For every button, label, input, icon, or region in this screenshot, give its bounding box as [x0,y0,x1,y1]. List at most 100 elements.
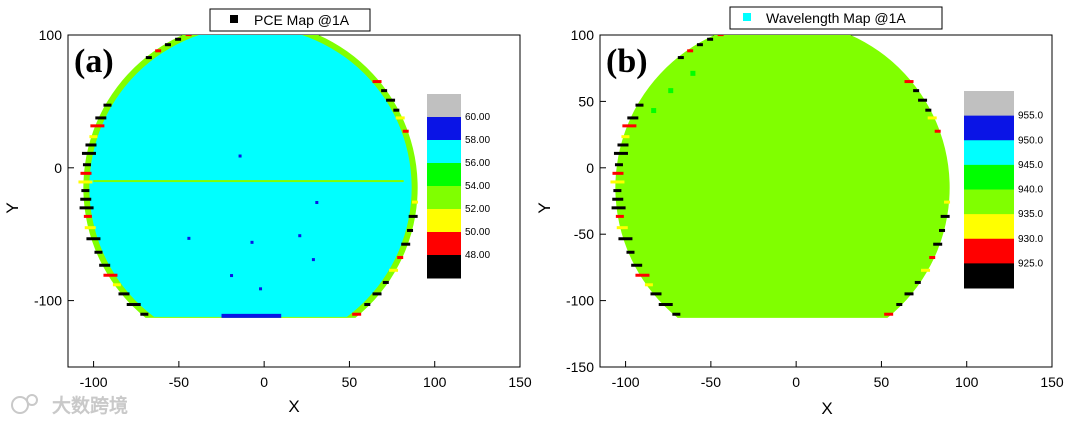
rim-pixel [668,88,674,94]
rim-pixel [914,280,921,284]
colorbar-segment [427,94,461,118]
rim-pixel [644,283,653,287]
rim-pixel [650,292,662,296]
watermark-logo-dot-icon [26,394,38,406]
x-tick-label: 100 [955,374,979,390]
rim-pixel [933,242,943,246]
x-tick-label: 150 [1040,374,1064,390]
rim-pixel [145,56,152,60]
rim-pixel [364,303,371,307]
colorbar-label: 945.0 [1018,160,1043,171]
rim-pixel [690,70,696,76]
rim-pixel [929,256,936,260]
rim-pixel [175,37,182,41]
legend-marker [230,15,238,23]
rim-pixel [407,228,414,232]
rim-pixel [944,200,951,204]
colorbar-segment [427,163,461,187]
colorbar-label: 930.0 [1018,234,1043,245]
rim-pixel [615,214,624,218]
colorbar-label: 60.00 [465,112,490,123]
rim-pixel [612,197,624,201]
watermark: 大数跨境 [11,394,128,417]
colorbar-label: 935.0 [1018,209,1043,220]
rim-pixel [611,206,626,210]
colorbar-segment [964,214,1014,240]
legend-marker [743,13,751,21]
x-tick-label: -100 [612,374,640,390]
x-tick-label: 0 [260,374,268,390]
colorbar-segment [964,140,1014,166]
colorbar-segment [964,115,1014,141]
x-axis-title: X [288,397,299,416]
rim-pixel [80,197,92,201]
colorbar-label: 58.00 [465,135,490,146]
rim-pixel [884,312,894,316]
y-tick-label: -100 [34,293,62,309]
rim-pixel [381,89,388,93]
rim-pixel [90,124,105,128]
watermark-logo-icon [11,396,29,414]
rim-pixel [155,49,162,53]
rim-pixel [103,273,118,277]
outlier-pixel [250,240,254,244]
rim-pixel [382,280,389,284]
rim-pixel [126,303,141,307]
x-axis-title: X [821,399,832,418]
rim-pixel [677,56,684,60]
colorbar-label: 50.00 [465,227,490,238]
colorbar-label: 925.0 [1018,258,1043,269]
rim-pixel [85,143,97,147]
outlier-pixel [187,236,191,240]
rim-pixel [717,35,724,37]
rim-pixel [918,98,928,102]
rim-pixel [196,29,202,32]
colorbar-label: 955.0 [1018,111,1043,122]
rim-pixel [389,268,399,272]
rim-pixel [372,292,382,296]
rim-pixel [904,80,914,84]
outlier-pixel [315,201,319,204]
rim-pixel [393,108,400,112]
rim-pixel [635,103,644,107]
rim-pixel [921,268,931,272]
rim-pixel [618,237,633,241]
wavelength-map-panel: -100 -50 0 50 100 150 100 50 0 -50 -100 -150 (b) Wa… [535,6,1064,418]
rim-pixel [95,116,107,120]
colorbar-label: 950.0 [1018,135,1043,146]
color-scale: 955.0 950.0 945.0 940.0 935.0 930.0 925.0 [964,91,1043,289]
colorbar-label: 54.00 [465,181,490,192]
rim-pixel [696,43,703,47]
legend-box [209,8,371,32]
rim-pixel [622,124,637,128]
colorbar-segment [427,186,461,210]
pce-map-panel: -100 -50 0 50 100 150 100 0 -100 (a) PCE Map @1A… [3,8,532,416]
low-band [221,313,282,318]
rim-pixel [672,312,681,316]
y-tick-label: 0 [54,160,62,176]
y-axis-title: Y [535,202,554,213]
rim-pixel [925,108,932,112]
rim-pixel [707,37,714,41]
rim-pixel [627,116,639,120]
axis-ticks: -100 -50 0 50 100 150 100 50 0 -50 -100 -150 [566,27,1064,390]
rim-pixel [89,135,98,139]
axis-ticks: -100 -50 0 50 100 150 100 0 -100 [34,27,532,390]
rim-pixel [78,180,93,184]
colorbar-segment [964,164,1014,190]
rim-pixel [613,189,622,193]
rim-pixel [83,214,92,218]
x-tick-label: 50 [342,374,358,390]
rim-pixel [651,108,657,114]
legend: Wavelength Map @1A [729,6,943,30]
rim-pixel [621,135,630,139]
outlier-pixel [298,234,302,238]
outlier-pixel [230,274,234,278]
outlier-pixel [311,258,315,262]
rim-pixel [164,43,171,47]
rim-pixel [401,242,411,246]
legend-label: Wavelength Map @1A [766,10,906,26]
rim-pixel [612,171,624,175]
legend-box [729,6,943,30]
x-tick-label: 50 [874,374,890,390]
